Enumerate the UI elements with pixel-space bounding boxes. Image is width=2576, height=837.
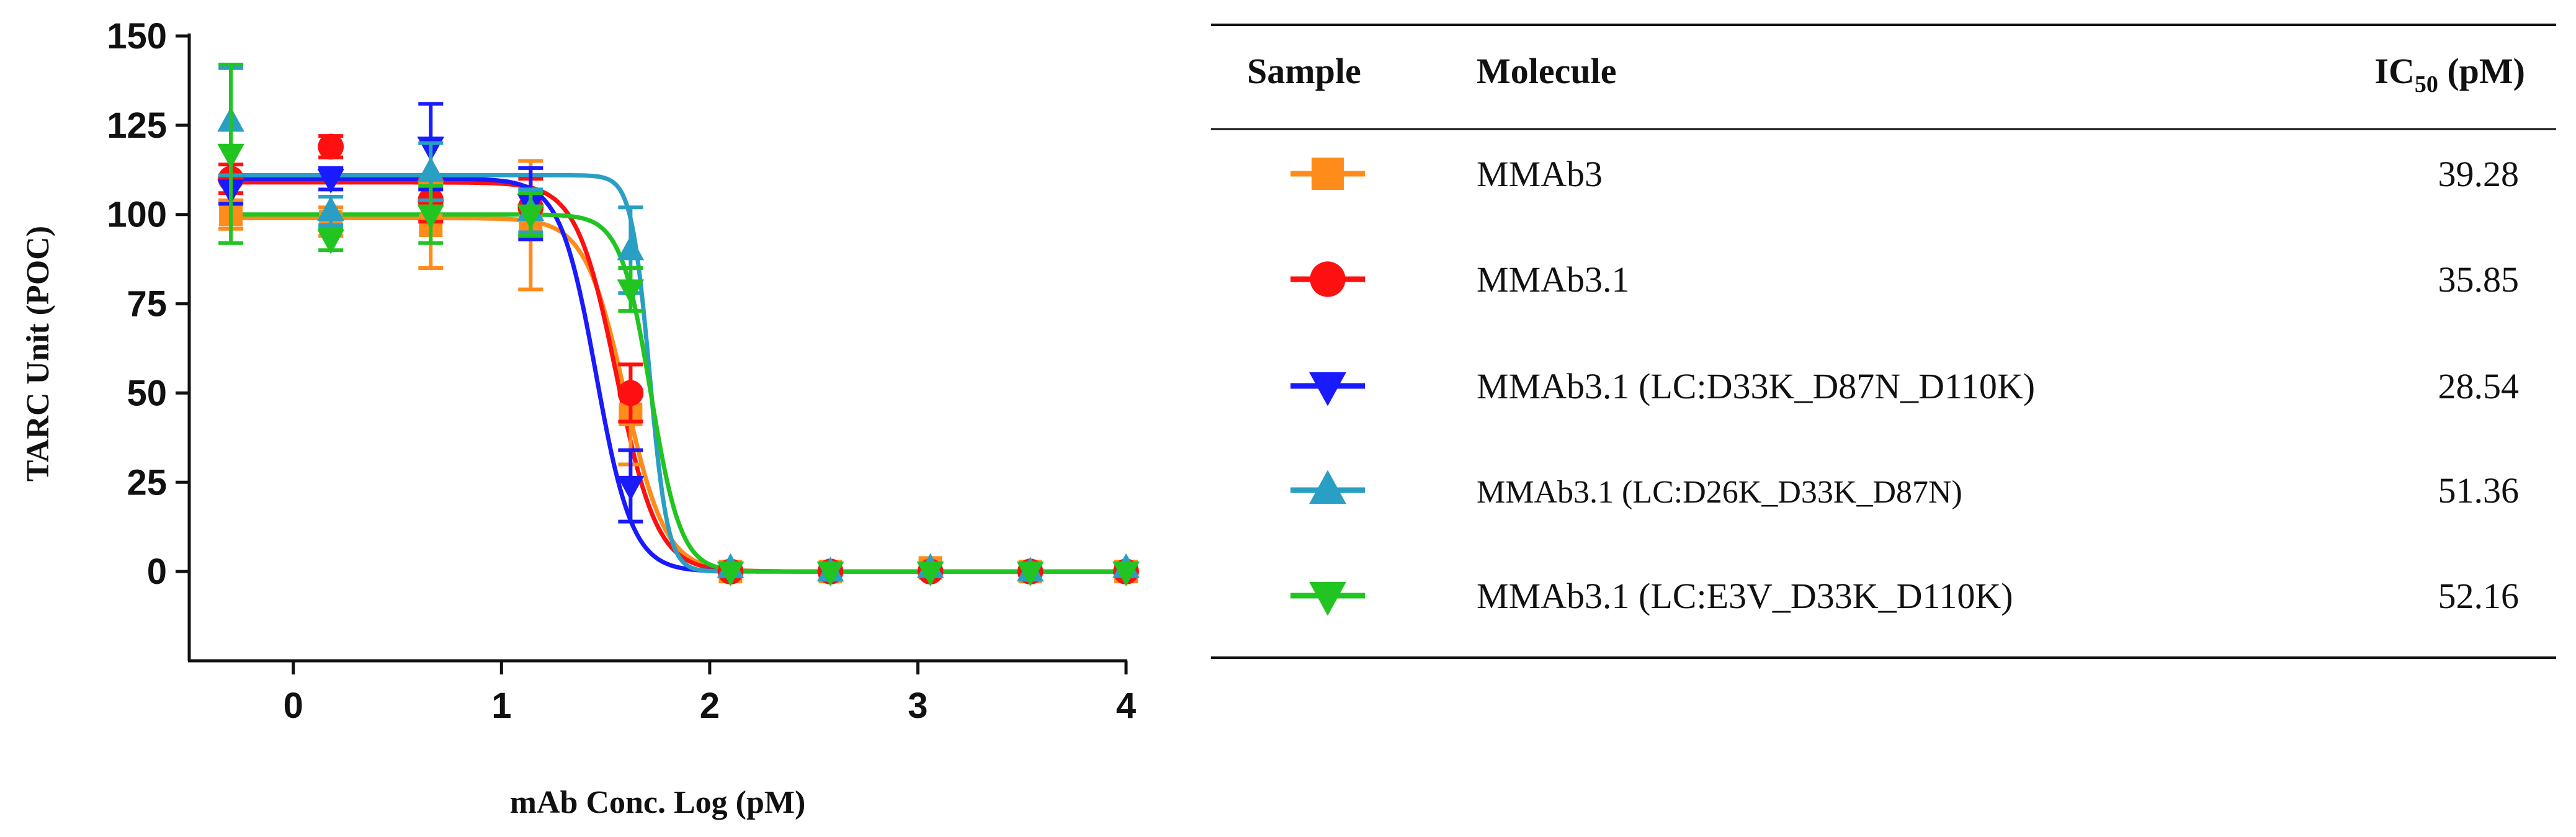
table-row: MMAb3 39.28 [1290, 154, 2519, 194]
table-row: MMAb3.1 35.85 [1290, 259, 2519, 300]
dose-response-chart: 0 25 50 75 100 125 150 0 1 2 3 4 mAb Conc. Log (pM)… [20, 16, 1140, 820]
legend-marker [1309, 470, 1346, 504]
table-row: MMAb3.1 (LC:D33K_D87N_D110K) 28.54 [1290, 366, 2519, 406]
legend-marker [1312, 158, 1344, 190]
ic50-table: Sample Molecule IC50 (pM) MMAb3 39.28MMAb… [1211, 24, 2556, 659]
ic50-value: 52.16 [2438, 576, 2520, 616]
curve-MMAb3.1 (LC:D33K_D87N_D110K) [231, 176, 1126, 574]
curve-MMAb3.1 [231, 180, 1126, 574]
data-point [317, 229, 345, 254]
table-row: MMAb3.1 (LC:D26K_D33K_D87N) 51.36 [1290, 470, 2519, 511]
data-point [617, 475, 645, 501]
y-axis-title: TARC Unit (POC) [20, 226, 56, 481]
y-tick-label: 25 [127, 462, 167, 503]
molecule-name: MMAb3.1 (LC:E3V_D33K_D110K) [1477, 576, 2013, 616]
series-MMAb3.1 (LC:E3V_D33K_D110K) [217, 63, 1140, 586]
ic50-unit: (pM) [2438, 51, 2525, 91]
data-point [617, 279, 645, 305]
ic50-subscript: 50 [2415, 71, 2438, 97]
x-tick-label: 4 [1116, 686, 1136, 726]
molecule-name: MMAb3.1 (LC:D33K_D87N_D110K) [1477, 366, 2035, 406]
curve-MMAb3.1 (LC:E3V_D33K_D110K) [231, 212, 1126, 574]
y-tick-label: 100 [107, 195, 167, 235]
data-point [318, 133, 344, 160]
ic50-value: 28.54 [2438, 366, 2520, 406]
data-point [816, 561, 844, 586]
y-tick-label: 125 [107, 105, 167, 146]
ic50-value: 39.28 [2438, 154, 2520, 194]
series-MMAb3.1 (LC:D26K_D33K_D87N) [217, 66, 1140, 582]
ic50-value: 35.85 [2438, 259, 2520, 300]
ic50-value: 51.36 [2438, 470, 2520, 511]
y-tick-label: 75 [127, 284, 167, 325]
data-points [217, 63, 1140, 586]
data-point [417, 204, 445, 230]
curve-MMAb3.1 (LC:D26K_D33K_D87N) [231, 172, 1126, 574]
molecule-name: MMAb3.1 (LC:D26K_D33K_D87N) [1477, 475, 1962, 510]
y-tick-label: 150 [107, 16, 167, 56]
data-point [717, 561, 745, 586]
x-tick-label: 2 [700, 686, 720, 726]
data-point [417, 156, 445, 182]
y-tick-label: 50 [127, 373, 167, 413]
x-tick-label: 1 [491, 686, 511, 726]
molecule-name: MMAb3 [1477, 154, 1603, 194]
column-header-molecule: Molecule [1477, 51, 1616, 91]
x-tick-label: 3 [908, 686, 928, 726]
table-row: MMAb3.1 (LC:E3V_D33K_D110K) 52.16 [1290, 576, 2519, 616]
data-point [1016, 561, 1044, 586]
data-point [617, 380, 644, 406]
column-header-ic50: IC50 (pM) [2374, 51, 2525, 97]
column-header-sample: Sample [1247, 51, 1361, 91]
legend-marker [1309, 372, 1346, 406]
ic50-label: IC [2374, 51, 2414, 91]
y-tick-label: 0 [147, 552, 167, 592]
data-point [617, 235, 645, 261]
legend-marker [1309, 581, 1346, 616]
chart-axes: 0 25 50 75 100 125 150 0 1 2 3 4 [107, 16, 1136, 726]
data-point [317, 169, 345, 194]
x-axis-title: mAb Conc. Log (pM) [510, 785, 806, 820]
data-point [517, 204, 545, 230]
data-point [916, 561, 944, 586]
data-point [317, 196, 345, 222]
legend-marker [1310, 261, 1346, 297]
table-rows: MMAb3 39.28 MMAb3.1 35.85 MMAb3.1 (LC:D33K_D… [1290, 154, 2519, 616]
x-tick-label: 0 [284, 686, 303, 726]
data-point [1112, 561, 1140, 586]
fitted-curves [231, 172, 1126, 574]
molecule-name: MMAb3.1 [1477, 259, 1630, 300]
data-point [217, 143, 244, 169]
